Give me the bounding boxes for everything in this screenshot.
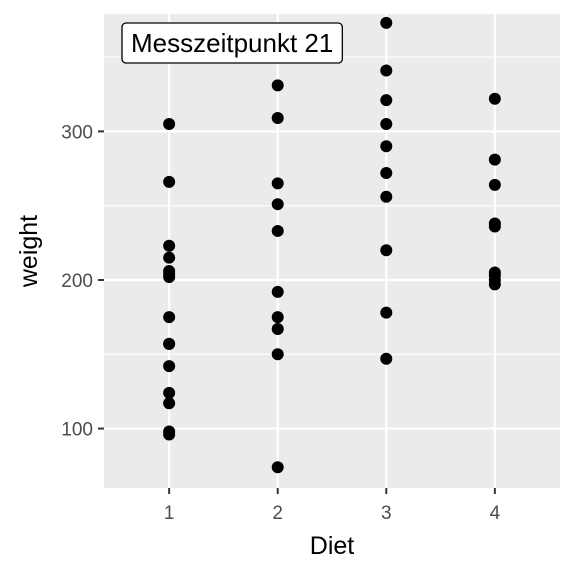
data-point — [380, 244, 393, 257]
data-point — [163, 117, 176, 130]
x-tick-label: 2 — [272, 503, 283, 524]
data-point — [271, 224, 284, 237]
y-tick-label: 300 — [61, 122, 93, 143]
annotation-label: Messzeitpunkt 21 — [131, 28, 333, 58]
data-point — [488, 153, 501, 166]
data-point — [271, 79, 284, 92]
data-point — [488, 220, 501, 233]
data-point — [163, 239, 176, 252]
data-point — [271, 348, 284, 361]
data-point — [380, 166, 393, 179]
data-point — [271, 198, 284, 211]
y-axis-title: weight — [15, 215, 43, 288]
data-point — [488, 278, 501, 291]
data-point — [163, 397, 176, 410]
data-point — [271, 461, 284, 474]
data-point — [271, 177, 284, 190]
data-point — [163, 360, 176, 373]
data-point — [163, 271, 176, 284]
data-point — [163, 428, 176, 441]
data-point — [163, 337, 176, 350]
data-point — [271, 285, 284, 298]
x-axis-title: Diet — [310, 532, 355, 560]
annotation: Messzeitpunkt 21 — [121, 22, 343, 64]
y-tick-label: 200 — [61, 271, 93, 292]
data-point — [380, 64, 393, 77]
data-point — [163, 251, 176, 264]
x-tick-label: 1 — [164, 503, 175, 524]
data-point — [380, 352, 393, 365]
data-point — [380, 140, 393, 153]
x-tick-label: 4 — [490, 503, 501, 524]
data-point — [163, 175, 176, 188]
plot-panel — [104, 14, 560, 488]
x-tick-label: 3 — [381, 503, 392, 524]
y-tick-label: 100 — [61, 420, 93, 441]
data-points — [163, 16, 501, 474]
data-point — [488, 92, 501, 105]
data-point — [271, 323, 284, 336]
data-point — [163, 311, 176, 324]
data-point — [163, 386, 176, 399]
data-point — [380, 94, 393, 107]
data-point — [271, 112, 284, 125]
data-point — [271, 311, 284, 324]
data-point — [380, 190, 393, 203]
annotation-box — [121, 22, 343, 64]
data-point — [380, 16, 393, 29]
data-point — [488, 178, 501, 191]
data-point — [380, 306, 393, 319]
axes: 100 200 300 1 2 3 4 — [61, 122, 500, 524]
data-point — [380, 117, 393, 130]
